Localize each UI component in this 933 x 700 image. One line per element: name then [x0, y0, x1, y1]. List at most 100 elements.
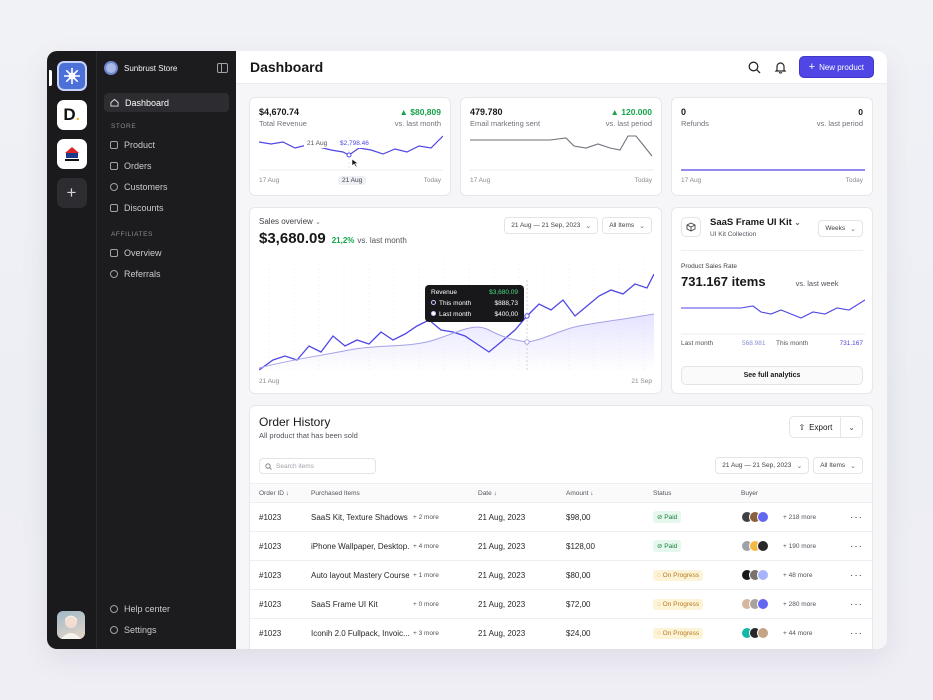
store-header[interactable]: Sunbrust Store: [97, 51, 236, 85]
sidebar-item-product[interactable]: Product: [104, 135, 229, 154]
rate-value: 731.167 items: [681, 274, 766, 289]
search-placeholder: Search items: [276, 462, 314, 470]
col-status: Status: [653, 490, 672, 497]
d-app-icon[interactable]: D.: [56, 100, 87, 130]
table-row[interactable]: #1023 Auto layout Mastery Course + 1 mor…: [250, 560, 872, 589]
sidebar-item-orders[interactable]: Orders: [104, 156, 229, 175]
table-row[interactable]: #1023 Iconih 2.0 Fullpack, Invoic... + 3…: [250, 618, 872, 647]
orders-date-select[interactable]: 21 Aug — 21 Sep, 2023 ⌄: [715, 457, 810, 474]
tooltip-total: $3,680.09: [489, 289, 518, 296]
section-store-label: STORE: [111, 123, 137, 130]
tooltip-date: 21 Aug: [304, 139, 331, 148]
sales-overview-card: Sales overview ⌄ $3,680.09 21,2% vs. las…: [249, 207, 662, 394]
more-actions-icon[interactable]: ···: [850, 627, 863, 639]
collapse-sidebar-icon[interactable]: [217, 63, 228, 73]
tag-icon: [110, 203, 118, 212]
more-actions-icon[interactable]: ···: [850, 569, 863, 581]
sidebar-item-overview[interactable]: Overview: [104, 243, 229, 262]
bell-icon[interactable]: [773, 59, 789, 75]
sidebar-item-referrals[interactable]: Referrals: [104, 264, 229, 283]
date-range-select[interactable]: 21 Aug — 21 Sep, 2023 ⌄: [504, 217, 599, 234]
buyer-avatars: [741, 627, 769, 639]
kpi-label: Email marketing sent: [470, 119, 541, 128]
box-icon: [110, 140, 118, 149]
export-menu-chevron-icon[interactable]: ⌄: [848, 422, 855, 432]
more-actions-icon[interactable]: ···: [850, 598, 863, 610]
shop-app-icon[interactable]: [56, 139, 87, 169]
grid-icon: [110, 248, 118, 257]
sidebar-item-settings[interactable]: Settings: [104, 620, 229, 639]
x-start-label: 17 Aug: [470, 177, 491, 184]
buyer-avatars: [741, 540, 769, 552]
kpi-value: 0: [681, 107, 687, 117]
more-actions-icon[interactable]: ···: [850, 540, 863, 552]
revenue-sparkline: [259, 135, 443, 171]
users-icon: [110, 182, 118, 191]
search-input[interactable]: Search items: [259, 458, 376, 474]
chevron-down-icon: ⌄: [791, 218, 801, 227]
x-start-label: 21 Aug: [259, 378, 280, 385]
kpi-compare: vs. last month: [394, 119, 441, 128]
box-icon: [681, 217, 701, 237]
status-badge: ◌ On Progress: [653, 569, 704, 581]
see-analytics-button[interactable]: See full analytics: [681, 366, 863, 385]
col-order-id[interactable]: Order ID ↓: [259, 490, 289, 497]
x-start-label: 17 Aug: [259, 177, 280, 184]
dot-icon: [431, 300, 436, 305]
sidebar-item-label: Product: [124, 139, 156, 150]
period-select[interactable]: Weeks ⌄: [818, 220, 863, 237]
sales-title-dropdown[interactable]: Sales overview ⌄: [259, 217, 321, 226]
kpi-label: Total Revenue: [259, 119, 307, 128]
product-selector[interactable]: SaaS Frame UI Kit ⌄ UI Kit Collection: [710, 217, 801, 238]
page-title: Dashboard: [250, 59, 324, 75]
sidebar-item-customers[interactable]: Customers: [104, 177, 229, 196]
user-avatar[interactable]: [57, 611, 85, 639]
buyer-avatars: [741, 511, 769, 523]
table-row[interactable]: #1023 SaaS Kit, Texture Shadows + 2 more…: [250, 502, 872, 531]
app-window: D. + Sunbrust Store Dashboard STORE Prod…: [47, 51, 887, 649]
product-sparkline: [681, 299, 865, 335]
sidebar-item-dashboard[interactable]: Dashboard: [104, 93, 229, 112]
help-icon: [110, 604, 118, 613]
table-row[interactable]: #1023 SaaS Frame UI Kit + 0 more 21 Aug,…: [250, 589, 872, 618]
new-product-button[interactable]: + New product: [798, 56, 874, 78]
tooltip-this-value: $888,73: [494, 300, 519, 307]
sidebar-item-help[interactable]: Help center: [104, 599, 229, 618]
search-icon[interactable]: [747, 59, 763, 75]
main-content: Dashboard + New product $4,670.74 Total …: [236, 51, 887, 649]
this-month-value: 731.167: [839, 340, 864, 347]
refunds-sparkline: [681, 169, 865, 171]
search-icon: [265, 462, 272, 470]
kpi-delta: ▲ $80,809: [399, 107, 441, 117]
more-actions-icon[interactable]: ···: [850, 511, 863, 523]
sunburst-app-icon[interactable]: [48, 61, 87, 91]
arrow-up-icon: ▲: [399, 107, 411, 117]
export-button[interactable]: ⇧ Export: [790, 417, 842, 437]
rate-compare: vs. last week: [795, 279, 839, 288]
orders-filter-select[interactable]: All Items ⌄: [813, 457, 863, 474]
sidebar-item-label: Overview: [124, 247, 162, 258]
last-month-label: Last month: [681, 340, 714, 347]
sidebar: Sunbrust Store Dashboard STORE Product O…: [96, 51, 236, 649]
product-sub: UI Kit Collection: [710, 231, 757, 238]
col-amount[interactable]: Amount ↓: [566, 490, 594, 497]
tooltip-title: Revenue: [431, 289, 458, 296]
kpi-compare: vs. last period: [816, 119, 863, 128]
col-date[interactable]: Date ↓: [478, 490, 497, 497]
table-row[interactable]: #1023 iPhone Wallpaper, Desktop... + 4 m…: [250, 531, 872, 560]
items-filter-select[interactable]: All Items ⌄: [602, 217, 652, 234]
kpi-value: 479.780: [470, 107, 503, 117]
add-app-icon[interactable]: +: [56, 178, 87, 208]
col-items: Purchased Items: [311, 490, 360, 497]
chevron-down-icon: ⌄: [796, 462, 803, 470]
buyer-avatars: [741, 598, 769, 610]
this-month-label: This month: [776, 340, 809, 347]
status-badge: ⊘ Paid: [653, 511, 682, 523]
rate-label: Product Sales Rate: [681, 263, 738, 270]
sidebar-item-discounts[interactable]: Discounts: [104, 198, 229, 217]
col-buyer: Buyer: [741, 490, 758, 497]
sidebar-item-label: Help center: [124, 603, 171, 614]
last-month-value: 568.981: [742, 340, 766, 347]
order-history-card: Order History All product that has been …: [249, 405, 873, 649]
sales-tooltip: Revenue $3,680.09 This month $888,73 Las…: [425, 285, 524, 322]
